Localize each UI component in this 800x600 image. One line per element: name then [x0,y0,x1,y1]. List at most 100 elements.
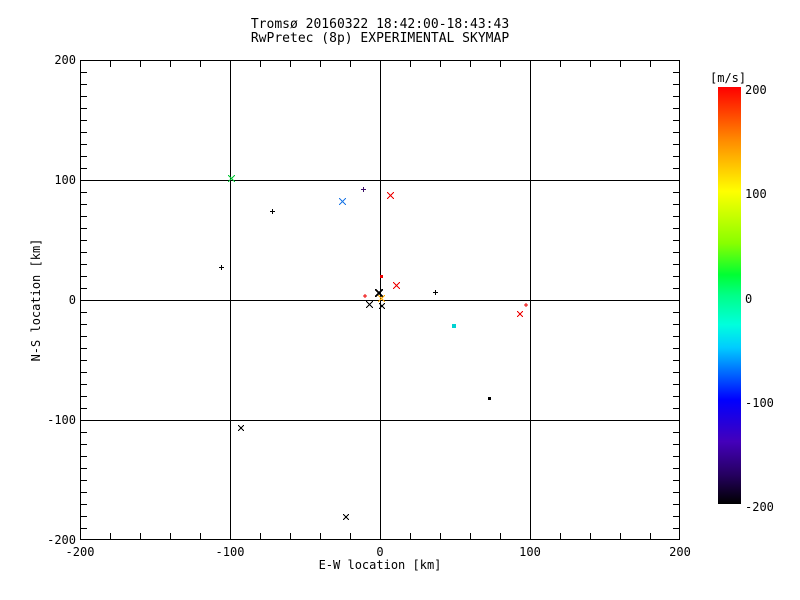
axis-minor-tick [673,324,680,325]
axis-minor-tick [650,60,651,67]
plot-area [80,60,680,540]
axis-minor-tick [80,444,87,445]
axis-minor-tick [673,240,680,241]
y-tick-label: -100 [47,413,76,427]
axis-minor-tick [320,533,321,540]
axis-minor-tick [673,156,680,157]
axis-minor-tick [80,108,87,109]
axis-minor-tick [320,60,321,67]
axis-minor-tick [673,432,680,433]
axis-minor-tick [80,228,87,229]
axis-minor-tick [80,168,87,169]
axis-minor-tick [260,533,261,540]
axis-minor-tick [673,168,680,169]
axis-minor-tick [620,60,621,67]
axis-minor-tick [673,516,680,517]
data-point [523,302,528,307]
data-point [451,324,456,329]
axis-minor-tick [80,276,87,277]
data-point [378,295,385,303]
axis-minor-tick [290,60,291,67]
axis-minor-tick [350,533,351,540]
axis-minor-tick [673,192,680,193]
axis-minor-tick [80,252,87,253]
axis-minor-tick [673,396,680,397]
axis-minor-tick [673,360,680,361]
axis-minor-tick [80,132,87,133]
axis-minor-tick [440,533,441,540]
axis-minor-tick [80,96,87,97]
data-point [378,303,385,309]
data-point [374,288,383,297]
axis-minor-tick [590,60,591,67]
axis-minor-tick [80,456,87,457]
axis-minor-tick [80,240,87,241]
data-point [488,396,491,400]
axis-minor-tick [673,480,680,481]
data-point [342,514,349,521]
axis-minor-tick [110,60,111,67]
x-tick-label: -100 [215,545,245,559]
axis-minor-tick [440,60,441,67]
axis-minor-tick [673,276,680,277]
data-point [387,192,394,200]
axis-minor-tick [673,96,680,97]
axis-minor-tick [560,533,561,540]
axis-minor-tick [673,384,680,385]
axis-minor-tick [673,216,680,217]
axis-minor-tick [80,504,87,505]
data-point [433,290,438,296]
axis-minor-tick [260,60,261,67]
axis-minor-tick [673,144,680,145]
data-point [363,294,367,299]
axis-minor-tick [80,336,87,337]
chart-title-line1: Tromsø 20160322 18:42:00-18:43:43 [250,17,510,32]
axis-minor-tick [560,60,561,67]
axis-minor-tick [80,432,87,433]
axis-minor-tick [673,288,680,289]
axis-minor-tick [80,468,87,469]
axis-minor-tick [673,108,680,109]
axis-minor-tick [673,372,680,373]
axis-minor-tick [590,533,591,540]
axis-minor-tick [673,120,680,121]
axis-minor-tick [673,528,680,529]
axis-minor-tick [673,348,680,349]
colorbar-tick-label: 200 [745,83,767,97]
colorbar-tick-label: 100 [745,187,767,202]
axis-minor-tick [673,444,680,445]
axis-minor-tick [673,408,680,409]
axis-minor-tick [80,360,87,361]
grid-line-horizontal [80,180,680,181]
axis-minor-tick [500,533,501,540]
data-point [516,311,523,318]
y-tick-label: 100 [54,173,76,187]
colorbar-tick-label: -100 [745,395,774,410]
axis-minor-tick [470,533,471,540]
colorbar-tick-label: -200 [745,500,774,514]
axis-minor-tick [80,396,87,397]
axis-minor-tick [80,384,87,385]
axis-minor-tick [80,372,87,373]
axis-minor-tick [80,480,87,481]
axis-minor-tick [80,156,87,157]
data-point [228,175,235,183]
data-point [366,301,373,309]
axis-minor-tick [620,533,621,540]
axis-minor-tick [80,120,87,121]
axis-minor-tick [410,60,411,67]
axis-minor-tick [170,533,171,540]
axis-minor-tick [673,264,680,265]
axis-minor-tick [673,504,680,505]
axis-minor-tick [80,288,87,289]
data-point [339,198,346,206]
axis-minor-tick [140,533,141,540]
axis-minor-tick [80,324,87,325]
axis-minor-tick [110,533,111,540]
x-tick-label: 200 [669,545,691,559]
axis-minor-tick [80,312,87,313]
axis-minor-tick [80,204,87,205]
axis-minor-tick [80,84,87,85]
axis-minor-tick [140,60,141,67]
axis-minor-tick [673,312,680,313]
